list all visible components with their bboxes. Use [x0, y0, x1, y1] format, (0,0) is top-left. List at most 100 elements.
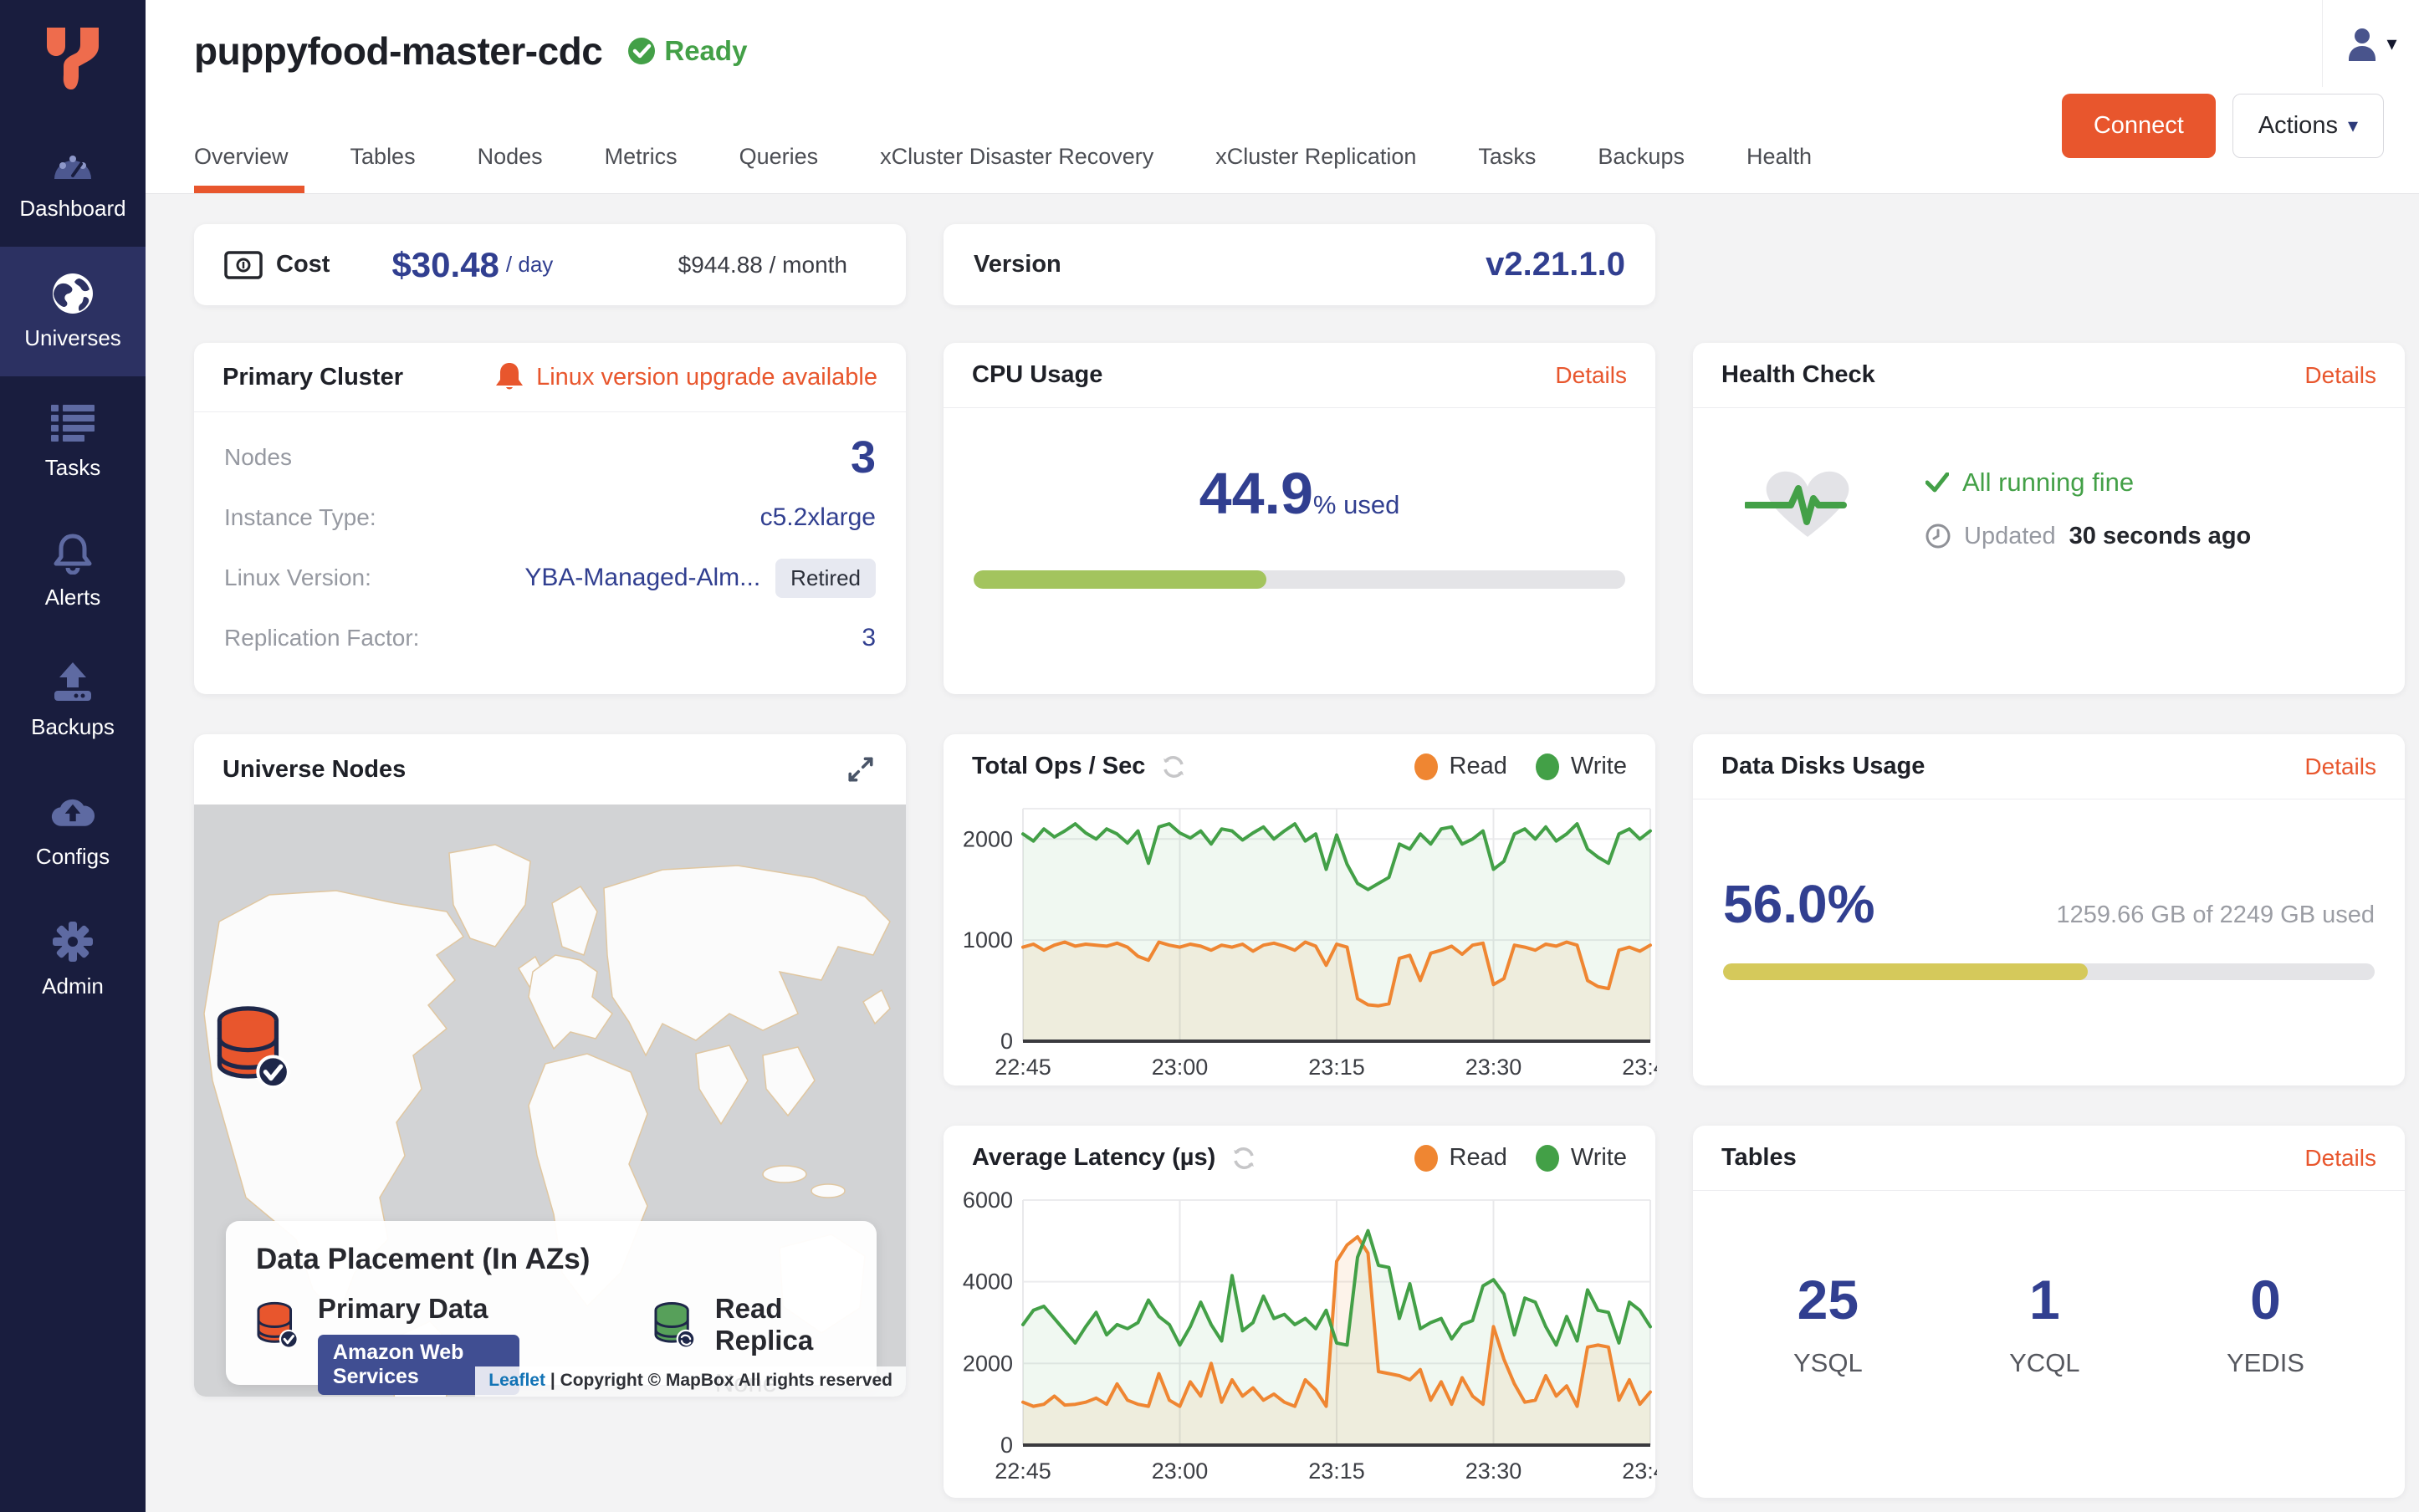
heart-pulse-icon: [1745, 471, 1849, 537]
disk-progress-track: [1723, 963, 2375, 980]
svg-text:2000: 2000: [963, 826, 1013, 851]
user-icon: [2349, 28, 2376, 61]
map-attribution: Leaflet | Copyright © MapBox All rights …: [475, 1366, 906, 1397]
data-placement-panel: Data Placement (In AZs): [226, 1221, 877, 1397]
health-check-title: Health Check: [1721, 361, 1875, 388]
gear-icon: [51, 920, 95, 963]
linux-upgrade-alert[interactable]: Linux version upgrade available: [494, 361, 877, 393]
chevron-down-icon: ▾: [2386, 32, 2397, 55]
ycql-count: 1 YCQL: [2009, 1269, 2080, 1377]
svg-text:22:45: 22:45: [995, 1458, 1051, 1484]
sidebar-item-admin[interactable]: Admin: [0, 895, 146, 1024]
write-legend-label: Write: [1570, 1144, 1627, 1171]
svg-text:23:30: 23:30: [1465, 1055, 1522, 1080]
yugabyte-logo[interactable]: [0, 0, 146, 117]
total-ops-chart: 0 1000 2000 22:45 23:00 23:15 23:30 23:45: [963, 808, 1679, 1080]
cpu-progress-fill: [974, 570, 1266, 589]
cluster-row-replication-factor: Replication Factor: 3: [224, 624, 876, 651]
universe-nodes-title: Universe Nodes: [222, 755, 407, 783]
cost-card: Cost $30.48 / day $944.88 / month: [194, 224, 906, 305]
health-check-card: Health Check Details All running fine: [1693, 343, 2405, 694]
tab-xcluster-dr[interactable]: xCluster Disaster Recovery: [880, 144, 1154, 169]
sidebar: Dashboard Universes Tasks Alerts Backups…: [0, 0, 146, 1512]
universe-header: puppyfood-master-cdc Ready Overview Tabl…: [146, 0, 2419, 194]
tab-tables[interactable]: Tables: [350, 144, 416, 169]
tab-overview[interactable]: Overview: [194, 144, 320, 193]
sidebar-item-alerts[interactable]: Alerts: [0, 506, 146, 636]
world-map[interactable]: Data Placement (In AZs): [194, 805, 906, 1397]
alert-bell-icon: [496, 363, 524, 390]
health-details-link[interactable]: Details: [2304, 361, 2376, 388]
primary-node-marker[interactable]: [215, 1005, 292, 1095]
svg-text:4000: 4000: [963, 1269, 1013, 1295]
tab-metrics[interactable]: Metrics: [604, 144, 678, 169]
upload-icon: [51, 661, 95, 704]
sidebar-item-configs[interactable]: Configs: [0, 765, 146, 895]
read-legend-dot: [1414, 753, 1438, 780]
globe-icon: [51, 272, 95, 315]
cluster-row-linux-version: Linux Version: YBA-Managed-Alm... Retire…: [224, 548, 876, 608]
svg-text:23:45: 23:45: [1622, 1458, 1657, 1484]
sidebar-item-tasks[interactable]: Tasks: [0, 376, 146, 506]
cluster-row-instance-type: Instance Type: c5.2xlarge: [224, 503, 876, 531]
tab-queries[interactable]: Queries: [739, 144, 819, 169]
sidebar-item-universes[interactable]: Universes: [0, 247, 146, 376]
sidebar-item-label: Universes: [24, 325, 121, 350]
universe-nodes-card: Universe Nodes: [194, 734, 906, 1397]
cluster-row-nodes: Nodes 3: [224, 432, 876, 483]
tables-title: Tables: [1721, 1144, 1797, 1171]
tables-details-link[interactable]: Details: [2304, 1144, 2376, 1171]
ysql-count: 25 YSQL: [1793, 1269, 1863, 1377]
connect-button[interactable]: Connect: [2061, 94, 2216, 158]
data-disks-card: Data Disks Usage Details 56.0% 1259.66 G…: [1693, 734, 2405, 1085]
leaflet-link[interactable]: Leaflet: [488, 1371, 545, 1390]
tab-tasks[interactable]: Tasks: [1478, 144, 1537, 169]
sidebar-item-label: Tasks: [44, 455, 101, 480]
refresh-icon[interactable]: [1160, 753, 1187, 780]
instance-type-value: c5.2xlarge: [759, 503, 876, 531]
data-disks-title: Data Disks Usage: [1721, 753, 1925, 779]
main-area: puppyfood-master-cdc Ready Overview Tabl…: [146, 0, 2419, 1512]
tab-health[interactable]: Health: [1746, 144, 1813, 169]
read-legend-dot: [1414, 1144, 1438, 1172]
cpu-usage-card: CPU Usage Details 44.9% used: [944, 343, 1655, 694]
disk-progress-fill: [1723, 963, 2089, 980]
replica-database-icon: [654, 1302, 696, 1349]
cpu-details-link[interactable]: Details: [1555, 361, 1627, 388]
svg-text:0: 0: [1000, 1029, 1013, 1054]
tab-backups[interactable]: Backups: [1598, 144, 1685, 169]
yugabyte-logo-icon: [47, 28, 99, 89]
primary-cluster-card: Primary Cluster Linux version upgrade av…: [194, 343, 906, 694]
expand-icon[interactable]: [844, 753, 877, 786]
cost-label: Cost: [276, 251, 330, 278]
svg-text:23:45: 23:45: [1622, 1055, 1657, 1080]
check-circle-icon: [628, 38, 656, 64]
tab-xcluster-replication[interactable]: xCluster Replication: [1215, 144, 1417, 169]
health-status-label: All running fine: [1962, 467, 2135, 497]
tab-nodes[interactable]: Nodes: [477, 144, 543, 169]
cloud-icon: [51, 790, 95, 834]
total-ops-card: Total Ops / Sec Read Write 0 1000 2000 22:4…: [944, 734, 1679, 1085]
refresh-icon[interactable]: [1230, 1145, 1257, 1172]
user-menu[interactable]: ▾: [2322, 0, 2419, 87]
cpu-percent-value: 44.9: [1199, 461, 1313, 526]
retired-badge: Retired: [775, 558, 876, 598]
sidebar-item-label: Configs: [35, 844, 110, 869]
page-title: puppyfood-master-cdc: [194, 29, 603, 73]
average-latency-card: Average Latency (µs) Read Write 0 2000 400…: [944, 1126, 1679, 1498]
disks-details-link[interactable]: Details: [2304, 753, 2376, 779]
svg-text:1000: 1000: [963, 927, 1013, 953]
bell-icon: [51, 531, 95, 575]
svg-text:22:45: 22:45: [995, 1055, 1051, 1080]
overview-content: Cost $30.48 / day $944.88 / month Versio…: [146, 194, 2419, 1512]
disk-percent-value: 56.0%: [1723, 874, 1875, 934]
sidebar-item-backups[interactable]: Backups: [0, 636, 146, 765]
actions-button[interactable]: Actions ▾: [2232, 94, 2384, 158]
chart-legend: Read Write: [1414, 1144, 1627, 1172]
svg-text:23:00: 23:00: [1152, 1055, 1209, 1080]
sidebar-item-dashboard[interactable]: Dashboard: [0, 117, 146, 247]
health-status: All running fine: [1925, 467, 2251, 498]
health-updated-label: Updated: [1964, 522, 2056, 549]
status-label: Ready: [664, 35, 748, 66]
status-badge: Ready: [627, 35, 747, 67]
